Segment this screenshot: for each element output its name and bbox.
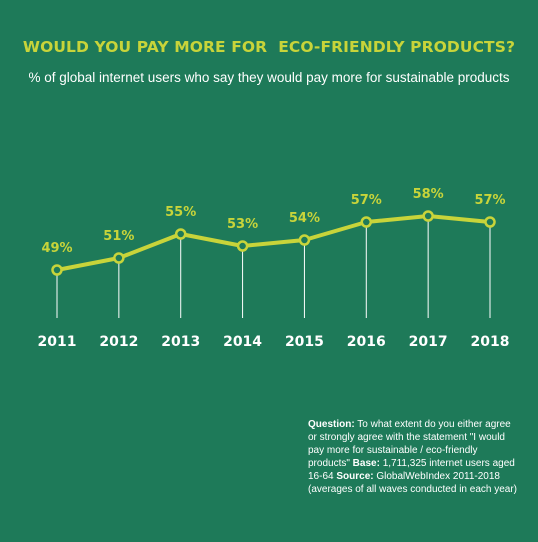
data-label: 51% xyxy=(103,229,134,244)
line-chart: 49% 51% 55% 53% 54% 57% 58% 57% 2011 2012 2013 2014… xyxy=(38,187,510,350)
footnote-source-text: GlobalWebIndex 2011-2018 (averages of al… xyxy=(308,471,518,495)
data-point xyxy=(174,228,187,240)
data-point xyxy=(422,210,434,222)
x-tick-label: 2017 xyxy=(409,334,448,350)
footnote-question-label: Question: xyxy=(308,419,355,430)
x-tick-label: 2011 xyxy=(38,334,77,350)
data-point xyxy=(298,234,311,246)
data-point xyxy=(51,264,63,276)
data-label: 54% xyxy=(289,211,320,226)
footnote-base-text: 1,711,325 internet users aged 16-64 xyxy=(308,458,515,482)
x-tick-label: 2012 xyxy=(99,334,138,350)
x-tick-label: 2014 xyxy=(223,334,262,350)
series-line xyxy=(55,214,492,272)
data-label: 57% xyxy=(474,193,505,208)
data-label: 53% xyxy=(227,217,258,232)
data-label: 55% xyxy=(165,205,196,220)
x-tick-label: 2018 xyxy=(471,334,510,350)
data-label: 58% xyxy=(413,187,444,202)
data-point xyxy=(360,216,373,228)
footnote-base-label: Base: xyxy=(349,458,380,469)
data-label: 49% xyxy=(41,241,72,256)
footnote-source-label: Source: xyxy=(333,471,374,482)
data-point xyxy=(236,240,249,252)
footnote: Question: To what extent do you either a… xyxy=(308,418,522,496)
x-tick-label: 2013 xyxy=(161,334,200,350)
chart-title: WOULD YOU PAY MORE FOR ECO-FRIENDLY PROD… xyxy=(22,38,516,56)
x-tick-label: 2016 xyxy=(347,334,386,350)
x-tick-label: 2015 xyxy=(285,334,324,350)
data-point xyxy=(113,252,125,264)
data-label: 57% xyxy=(351,193,382,208)
data-point xyxy=(484,216,496,228)
chart-subtitle: % of global internet users who say they … xyxy=(28,70,510,85)
footnote-question-text: To what extent do you either agree or st… xyxy=(308,419,511,469)
